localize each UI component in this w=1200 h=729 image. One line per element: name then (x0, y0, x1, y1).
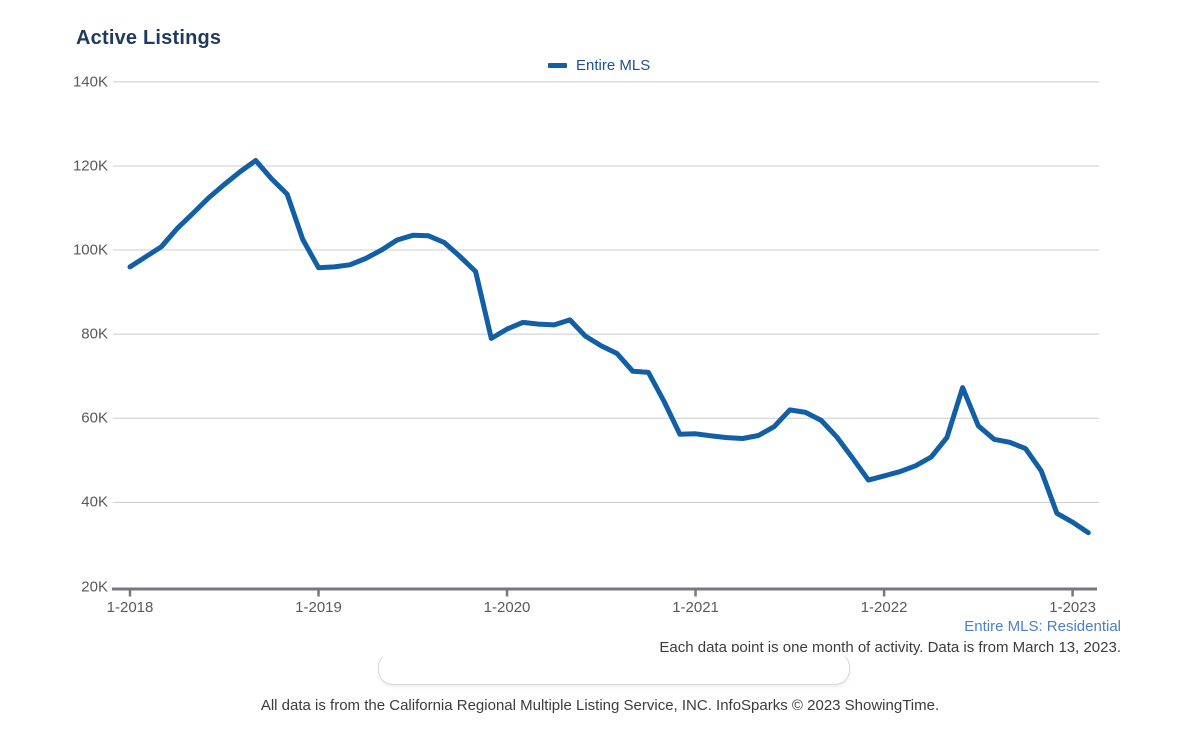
legend-label: Entire MLS (576, 57, 651, 74)
page-title: Active Listings (76, 27, 222, 49)
y-axis-tick-label: 140K (72, 73, 108, 91)
series-note: Entire MLS: Residential (964, 618, 1121, 635)
y-axis-tick-label: 100K (72, 241, 108, 259)
y-axis-tick-label: 80K (81, 325, 108, 343)
y-axis-tick-label: 20K (81, 578, 108, 595)
x-axis-tick-label: 1-2018 (106, 599, 154, 616)
x-axis-tick-label: 1-2022 (860, 599, 908, 616)
x-axis-tick-label: 1-2020 (483, 599, 531, 616)
x-axis-tick-label: 1-2021 (672, 599, 719, 616)
y-axis-tick-label: 60K (81, 409, 108, 427)
legend: Entire MLS (548, 57, 650, 74)
data-note: Each data point is one month of activity… (659, 639, 1121, 656)
y-axis-tick-label: 120K (72, 157, 108, 175)
timeframe-pill[interactable] (378, 652, 850, 685)
x-axis-tick-label: 1-2023 (1049, 599, 1096, 616)
x-axis (112, 587, 1097, 597)
x-axis-tick-label: 1-2019 (295, 599, 342, 616)
legend-line-swatch-icon (548, 63, 567, 68)
gridlines (113, 81, 1099, 503)
y-axis-tick-label: 40K (81, 493, 108, 511)
series-line-entire-mls (127, 158, 1091, 536)
footer-attribution: All data is from the California Regional… (260, 697, 940, 714)
